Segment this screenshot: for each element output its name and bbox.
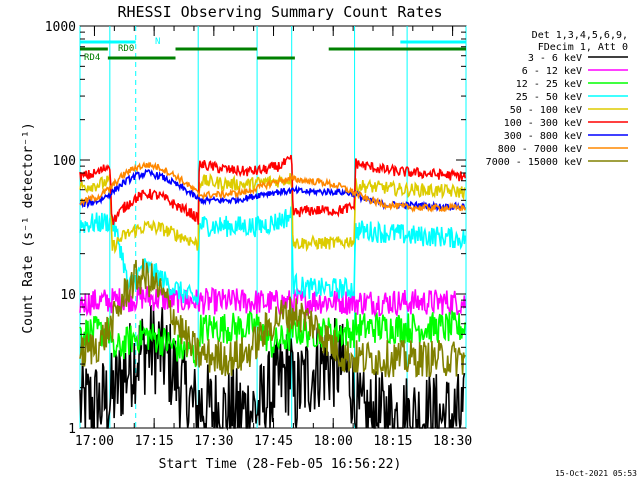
- x-tick-label: 18:00: [314, 434, 353, 449]
- series-line-6-12-keV: [79, 284, 466, 318]
- x-tick-label: 17:00: [75, 434, 114, 449]
- legend-label: 50 - 100 keV: [510, 105, 582, 116]
- flag-label-n: N: [155, 37, 160, 47]
- x-tick-label: 17:15: [135, 434, 174, 449]
- legend-label: 12 - 25 keV: [516, 79, 582, 90]
- series-lines: [79, 154, 466, 431]
- footer-date: 15-Oct-2021 05:53: [555, 469, 637, 478]
- series-line-25-50-keV: [79, 206, 466, 305]
- y-axis-label: Count Rate (s⁻¹ detector⁻¹): [21, 122, 36, 333]
- legend-label: 6 - 12 keV: [522, 66, 582, 77]
- legend: Det 1,3,4,5,6,9,FDecim 1, Att 03 - 6 keV…: [486, 30, 628, 168]
- y-tick-label: 100: [53, 154, 76, 169]
- series-line-3-6-keV: [79, 304, 466, 431]
- x-tick-label: 17:30: [194, 434, 233, 449]
- legend-label: 800 - 7000 keV: [498, 144, 582, 155]
- legend-label: 3 - 6 keV: [528, 53, 582, 64]
- legend-label: 7000 - 15000 keV: [486, 157, 582, 168]
- x-axis-label: Start Time (28-Feb-05 16:56:22): [159, 457, 402, 472]
- chart-title: RHESSI Observing Summary Count Rates: [117, 3, 442, 21]
- y-tick-label: 10: [60, 288, 76, 303]
- legend-label: 100 - 300 keV: [504, 118, 582, 129]
- legend-label: 25 - 50 keV: [516, 92, 582, 103]
- y-tick-label: 1000: [45, 20, 76, 35]
- legend-header: FDecim 1, Att 0: [538, 42, 628, 53]
- legend-header: Det 1,3,4,5,6,9,: [532, 30, 628, 41]
- flag-label-rd4: RD4: [84, 53, 100, 63]
- series-line-100-300-keV: [79, 154, 466, 226]
- flag-bars: N RD0 RD4: [80, 37, 466, 63]
- flag-label-rd0: RD0: [118, 44, 134, 54]
- series-line-800-7000-keV: [79, 161, 466, 213]
- axes: 1 10 100 1000 17:00 17:15 17:30 17:45 18:00 18:15…: [45, 20, 472, 449]
- series-line-7000-15000-keV: [79, 258, 466, 378]
- x-tick-label: 17:45: [254, 434, 293, 449]
- y-tick-label: 1: [68, 422, 76, 437]
- series-line-12-25-keV: [79, 309, 466, 368]
- legend-label: 300 - 800 keV: [504, 131, 582, 142]
- x-tick-label: 18:30: [433, 434, 472, 449]
- x-tick-label: 18:15: [373, 434, 412, 449]
